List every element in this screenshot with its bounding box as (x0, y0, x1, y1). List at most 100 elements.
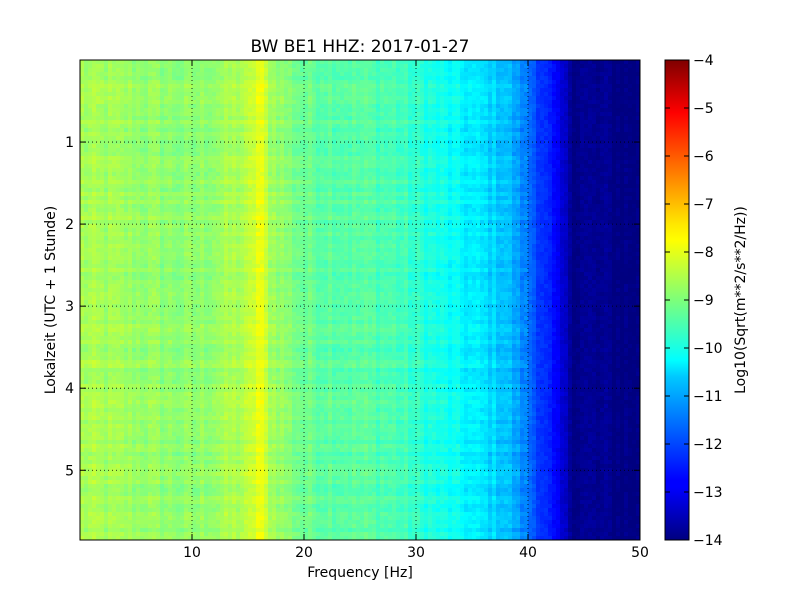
heatmap-cell (284, 140, 289, 145)
heatmap-cell (240, 196, 245, 201)
heatmap-cell (216, 124, 221, 129)
heatmap-cell (172, 184, 177, 189)
heatmap-cell (576, 140, 581, 145)
heatmap-cell (244, 168, 249, 173)
heatmap-cell (472, 156, 477, 161)
heatmap-cell (256, 156, 261, 161)
heatmap-cell (96, 148, 101, 153)
heatmap-cell (356, 184, 361, 189)
heatmap-cell (288, 84, 293, 89)
heatmap-cell (568, 152, 573, 157)
heatmap-cell (632, 144, 637, 149)
heatmap-cell (568, 140, 573, 145)
heatmap-cell (520, 196, 525, 201)
heatmap-cell (264, 188, 269, 193)
heatmap-cell (100, 92, 105, 97)
heatmap-cell (432, 176, 437, 181)
heatmap-cell (132, 188, 137, 193)
heatmap-cell (512, 72, 517, 77)
heatmap-cell (420, 144, 425, 149)
heatmap-cell (320, 136, 325, 141)
heatmap-cell (432, 88, 437, 93)
heatmap-cell (176, 192, 181, 197)
heatmap-cell (348, 116, 353, 121)
heatmap-cell (560, 184, 565, 189)
heatmap-cell (608, 196, 613, 201)
heatmap-cell (268, 176, 273, 181)
heatmap-cell (140, 80, 145, 85)
heatmap-cell (540, 68, 545, 73)
heatmap-cell (448, 132, 453, 137)
heatmap-cell (260, 136, 265, 141)
heatmap-cell (116, 164, 121, 169)
heatmap-cell (332, 92, 337, 97)
heatmap-cell (144, 136, 149, 141)
heatmap-cell (436, 68, 441, 73)
heatmap-cell (376, 88, 381, 93)
heatmap-cell (84, 164, 89, 169)
heatmap-cell (100, 200, 105, 205)
heatmap-cell (488, 128, 493, 133)
heatmap-cell (316, 184, 321, 189)
heatmap-cell (412, 72, 417, 77)
heatmap-cell (636, 104, 640, 109)
heatmap-cell (408, 176, 413, 181)
heatmap-cell (88, 108, 93, 113)
heatmap-cell (348, 132, 353, 137)
heatmap-cell (232, 172, 237, 177)
heatmap-cell (476, 132, 481, 137)
heatmap-cell (508, 88, 513, 93)
heatmap-cell (636, 156, 640, 161)
heatmap-cell (448, 112, 453, 117)
heatmap-cell (608, 72, 613, 77)
heatmap-cell (588, 92, 593, 97)
heatmap-cell (464, 140, 469, 145)
heatmap-cell (568, 92, 573, 97)
heatmap-cell (388, 144, 393, 149)
heatmap-cell (104, 128, 109, 133)
heatmap-cell (368, 188, 373, 193)
heatmap-cell (528, 104, 533, 109)
heatmap-cell (248, 128, 253, 133)
heatmap-cell (620, 112, 625, 117)
heatmap-cell (204, 112, 209, 117)
heatmap-cell (568, 192, 573, 197)
heatmap-cell (100, 132, 105, 137)
heatmap-cell (312, 116, 317, 121)
heatmap-cell (144, 196, 149, 201)
heatmap-cell (280, 152, 285, 157)
heatmap-cell (288, 192, 293, 197)
heatmap-cell (296, 168, 301, 173)
heatmap-cell (268, 92, 273, 97)
heatmap-cell (476, 112, 481, 117)
heatmap-cell (428, 88, 433, 93)
heatmap-cell (588, 84, 593, 89)
heatmap-cell (612, 64, 617, 69)
heatmap-cell (636, 176, 640, 181)
heatmap-cell (244, 108, 249, 113)
heatmap-cell (88, 148, 93, 153)
heatmap-cell (116, 60, 121, 65)
heatmap-cell (532, 148, 537, 153)
heatmap-cell (188, 60, 193, 65)
heatmap-cell (172, 188, 177, 193)
heatmap-cell (616, 104, 621, 109)
heatmap-cell (172, 200, 177, 205)
heatmap-cell (216, 192, 221, 197)
heatmap-cell (412, 164, 417, 169)
heatmap-cell (420, 124, 425, 129)
heatmap-cell (128, 108, 133, 113)
heatmap-cell (440, 84, 445, 89)
heatmap-cell (404, 120, 409, 125)
heatmap-cell (556, 76, 561, 81)
heatmap-cell (496, 76, 501, 81)
heatmap-cell (256, 132, 261, 137)
heatmap-cell (328, 160, 333, 165)
heatmap-cell (256, 88, 261, 93)
heatmap-cell (164, 148, 169, 153)
heatmap-cell (536, 76, 541, 81)
heatmap-cell (604, 136, 609, 141)
heatmap-cell (272, 60, 277, 65)
heatmap-cell (536, 88, 541, 93)
heatmap-cell (204, 80, 209, 85)
